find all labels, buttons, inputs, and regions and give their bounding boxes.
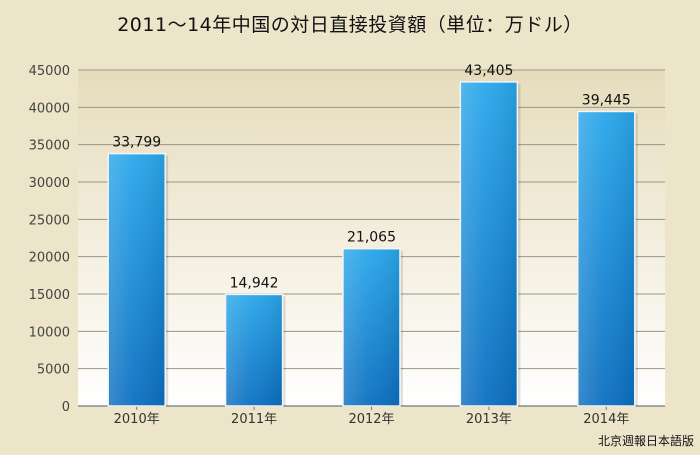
y-tick-label: 15000 [29,288,70,303]
bar-highlight [109,154,165,406]
bars [107,81,638,407]
y-tick-label: 45000 [29,64,70,79]
data-label: 14,942 [230,275,279,291]
bar-highlight [226,295,282,406]
source-note: 北京週報日本語版 [597,434,694,448]
data-label: 39,445 [582,92,631,108]
y-tick-label: 10000 [29,325,70,340]
category-label: 2013年 [466,412,512,427]
data-label: 33,799 [112,135,161,151]
y-tick-label: 25000 [29,213,70,228]
labels: 0 5000 10000 15000 20000 25000 30000 35000 40000… [29,63,631,427]
bar-highlight [578,112,634,407]
bar-highlight [344,249,399,406]
category-label: 2010年 [114,412,160,427]
y-tick-label: 30000 [29,176,70,191]
category-label: 2012年 [348,412,394,427]
category-label: 2014年 [583,412,629,427]
y-tick-label: 20000 [29,251,70,266]
y-tick-label: 0 [62,400,70,415]
data-label: 43,405 [464,63,513,79]
bar-highlight [461,82,517,406]
y-tick-label: 40000 [29,101,70,116]
chart-title: 2011～14年中国の対日直接投資額（単位：万ドル） [117,14,583,36]
category-label: 2011年 [231,412,277,427]
data-label: 21,065 [347,230,396,246]
y-tick-label: 35000 [29,139,70,154]
y-tick-label: 5000 [37,363,70,378]
